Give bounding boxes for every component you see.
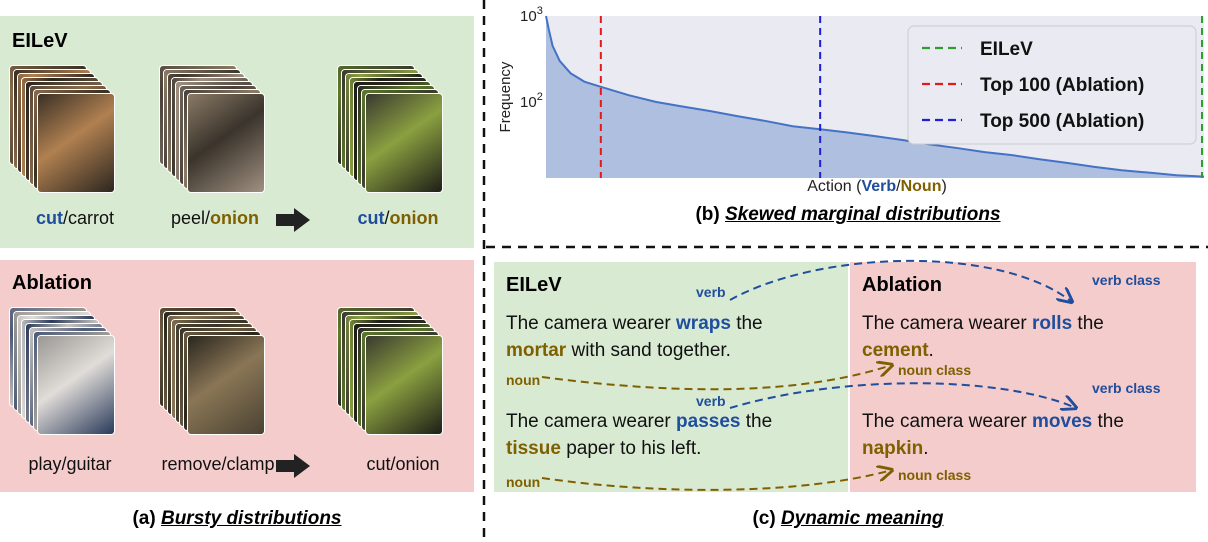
sentence-text: The camera wearer xyxy=(862,411,1033,432)
sentence-verb: wraps xyxy=(676,313,731,334)
subcaption-c: (c) Dynamic meaning xyxy=(488,508,1208,530)
legend-label: EILeV xyxy=(980,39,1033,60)
ablation-title-c: Ablation xyxy=(862,274,942,296)
sentence-text: paper to his left. xyxy=(560,438,702,459)
ablation-caption-1: play/guitar xyxy=(28,454,112,474)
subcaption-c-prefix: (c) xyxy=(752,508,781,529)
caption-noun: onion xyxy=(389,208,439,228)
eilev-caption-2: peel/onion xyxy=(155,208,275,229)
noun-class-tag: noun class xyxy=(898,362,972,378)
sentence-text: the xyxy=(730,313,763,334)
verb-class-tag: verb class xyxy=(1092,272,1161,288)
ablation-caption-3: cut/onion xyxy=(366,454,440,474)
noun-tag: noun xyxy=(506,372,541,388)
eilev-title-c: EILeV xyxy=(506,274,562,296)
sentence-text: the xyxy=(1092,411,1124,432)
xlabel-prefix: Action ( xyxy=(807,178,862,195)
caption-noun: carrot xyxy=(68,208,115,228)
caption-verb: cut xyxy=(357,208,385,228)
xlabel-sep: / xyxy=(896,178,901,195)
video-frame xyxy=(188,336,264,434)
sentence-text: . xyxy=(923,438,929,459)
frequency-area xyxy=(546,16,1204,178)
sentence-noun: mortar xyxy=(506,340,567,361)
sentence-text: the xyxy=(1072,313,1104,334)
eilev-caption-1: cut/carrot xyxy=(15,208,135,229)
ablation-sentence-2: The camera wearer moves the napkin. xyxy=(862,408,1192,462)
chart-xlabel: Action (Verb/Noun) xyxy=(546,178,1208,196)
subcaption-a-title: Bursty distributions xyxy=(160,508,342,529)
y-axis-label: Frequency xyxy=(497,61,514,132)
xlabel-suffix: ) xyxy=(941,178,947,195)
eilev-sentence-2: The camera wearer passes the tissue paper… xyxy=(506,408,836,462)
subcaption-b: (b) Skewed marginal distributions xyxy=(488,204,1208,226)
noun-class-tag: noun class xyxy=(898,467,972,483)
ablation-clip-2-stack xyxy=(160,308,270,448)
y-tick-label: 103 xyxy=(520,5,543,25)
y-tick-label: 102 xyxy=(520,91,543,111)
subcaption-b-prefix: (b) xyxy=(695,204,725,225)
sentence-text: The camera wearer xyxy=(862,313,1033,334)
vertical-divider xyxy=(482,0,486,542)
xlabel-noun: Noun xyxy=(900,178,942,195)
video-frame xyxy=(366,94,442,192)
verb-tag: verb xyxy=(696,393,726,409)
caption-noun: onion xyxy=(210,208,260,228)
legend-box xyxy=(907,25,1197,145)
noun-tag: noun xyxy=(506,474,541,490)
video-frame xyxy=(188,94,264,192)
sentence-noun: tissue xyxy=(506,438,561,459)
horizontal-divider xyxy=(486,245,1208,249)
sentence-text: . xyxy=(928,340,934,361)
video-frame xyxy=(366,336,442,434)
subcaption-a-prefix: (a) xyxy=(132,508,161,529)
sentence-verb: moves xyxy=(1032,411,1093,432)
frequency-chart: 103 102 Frequency EILeV Top 100 (Ablation) To… xyxy=(497,5,1205,178)
caption-verb: cut xyxy=(35,208,63,228)
sentence-text: the xyxy=(740,411,773,432)
eilev-sentence-1: The camera wearer wraps the mortar with s… xyxy=(506,310,836,364)
verb-class-tag: verb class xyxy=(1092,380,1161,396)
caption-sep: / xyxy=(384,208,390,228)
verb-tag: verb xyxy=(696,284,726,300)
ablation-clip-3-stack xyxy=(338,308,448,448)
eilev-clip-2-stack xyxy=(160,66,270,206)
legend-label: Top 500 (Ablation) xyxy=(980,111,1144,132)
subcaption-a: (a) Bursty distributions xyxy=(0,508,474,530)
video-frame xyxy=(38,94,114,192)
sentence-verb: rolls xyxy=(1032,313,1073,334)
subcaption-c-title: Dynamic meaning xyxy=(780,508,944,529)
sentence-noun: napkin xyxy=(862,438,924,459)
eilev-title-a: EILeV xyxy=(12,30,68,52)
eilev-clip-1-stack xyxy=(10,66,120,206)
ablation-title-a: Ablation xyxy=(12,272,92,294)
caption-sep: / xyxy=(62,208,68,228)
caption-sep: / xyxy=(205,208,211,228)
eilev-clip-3-stack xyxy=(338,66,448,206)
eilev-caption-3: cut/onion xyxy=(338,208,458,229)
sentence-verb: passes xyxy=(676,411,741,432)
right-arrow-icon xyxy=(276,208,310,232)
sentence-text: with sand together. xyxy=(566,340,731,361)
xlabel-verb: Verb xyxy=(861,178,897,195)
sentence-noun: cement xyxy=(862,340,929,361)
caption-verb: peel xyxy=(170,208,206,228)
right-arrow-icon xyxy=(276,454,310,478)
ablation-sentence-1: The camera wearer rolls the cement. xyxy=(862,310,1192,364)
video-frame xyxy=(38,336,114,434)
sentence-text: The camera wearer xyxy=(506,313,677,334)
legend-label: Top 100 (Ablation) xyxy=(980,75,1144,96)
ablation-caption-2: remove/clamp xyxy=(161,454,275,474)
sentence-text: The camera wearer xyxy=(506,411,677,432)
subcaption-b-title: Skewed marginal distributions xyxy=(724,204,1001,225)
ablation-clip-1-stack xyxy=(10,308,120,448)
